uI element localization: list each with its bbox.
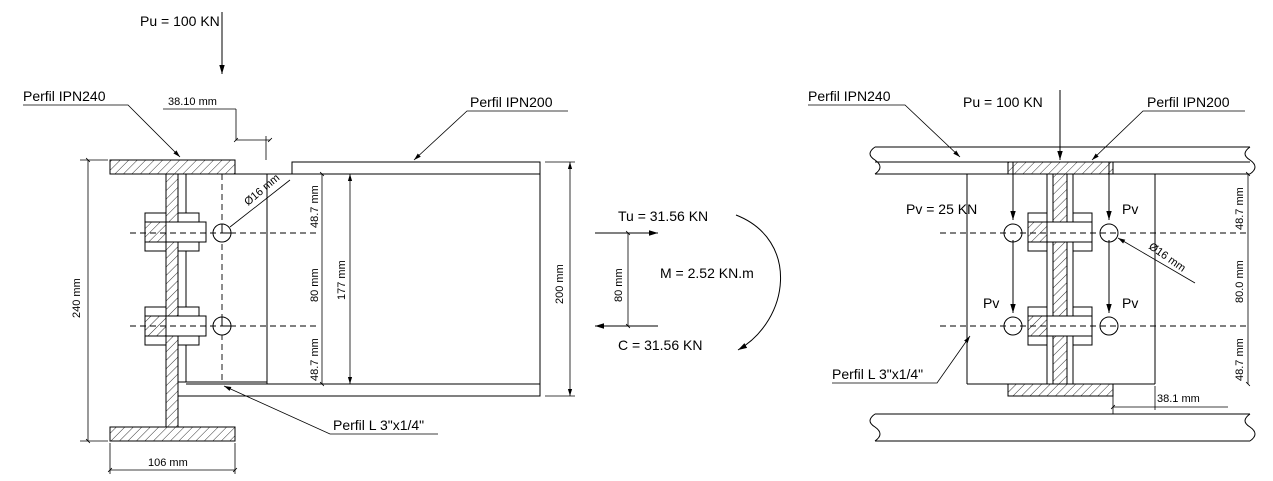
- mid-dim-80: 80 mm: [613, 268, 625, 302]
- right-angle-label: Perfil L 3"x1/4": [832, 366, 923, 382]
- right-dim-381: 38.1 mm: [1157, 393, 1200, 405]
- right-ipn200-label: Perfil IPN200: [1147, 94, 1230, 110]
- right-dim-487a: 48.7 mm: [1234, 187, 1246, 230]
- left-ipn200-label: Perfil IPN200: [470, 94, 553, 110]
- left-dim-487b: 48.7 mm: [309, 338, 321, 381]
- left-angle-label: Perfil L 3"x1/4": [333, 417, 424, 433]
- left-column-bottom-flange: [109, 426, 236, 442]
- right-bolt-dia: Ø16 mm: [1146, 241, 1187, 275]
- left-bolt-dia: Ø16 mm: [242, 172, 282, 208]
- left-bolt-bottom: [144, 306, 232, 346]
- tension-label: Tu = 31.56 KN: [618, 208, 708, 224]
- left-dim-240: 240 mm: [71, 278, 83, 318]
- right-web: [1052, 173, 1068, 385]
- left-view: Pu = 100 KN: [23, 12, 575, 474]
- right-pv-bl-label: Pv: [983, 295, 999, 311]
- left-gap-dim: 38.10 mm: [168, 96, 217, 108]
- moment-arc: [735, 214, 782, 351]
- left-column-top-flange: [109, 159, 236, 175]
- right-bolt-top: [1003, 212, 1119, 252]
- left-column-web: [165, 173, 179, 428]
- left-dim-177: 177 mm: [336, 260, 348, 300]
- left-dim-106: 106 mm: [148, 457, 188, 469]
- right-top-cap: [1007, 161, 1114, 175]
- right-ipn240-label: Perfil IPN240: [808, 88, 891, 104]
- left-beam-outline: [178, 161, 541, 397]
- left-dim-200: 200 mm: [554, 264, 566, 304]
- right-view: Perfil IPN240 Pu = 100 KN Perfil IPN200 …: [808, 88, 1256, 442]
- right-bottom-cap: [1007, 383, 1114, 397]
- force-diagram: Tu = 31.56 KN 80 mm M = 2.52 KN.m C = 31…: [595, 208, 782, 353]
- left-load-label: Pu = 100 KN: [140, 13, 220, 29]
- right-load-label: Pu = 100 KN: [963, 94, 1043, 110]
- left-ipn240-label: Perfil IPN240: [23, 88, 106, 104]
- moment-label: M = 2.52 KN.m: [660, 265, 754, 281]
- compression-label: C = 31.56 KN: [618, 337, 702, 353]
- right-pv-br-label: Pv: [1122, 295, 1138, 311]
- right-pv-tr-label: Pv: [1122, 201, 1138, 217]
- left-dim-80: 80 mm: [309, 268, 321, 302]
- left-angle-leg: [177, 173, 187, 383]
- right-pv-left-label: Pv = 25 KN: [906, 201, 977, 217]
- left-dim-487a: 48.7 mm: [309, 185, 321, 228]
- left-bolt-top: [144, 212, 232, 252]
- right-dim-80: 80.0 mm: [1234, 260, 1246, 303]
- right-dim-487b: 48.7 mm: [1234, 338, 1246, 381]
